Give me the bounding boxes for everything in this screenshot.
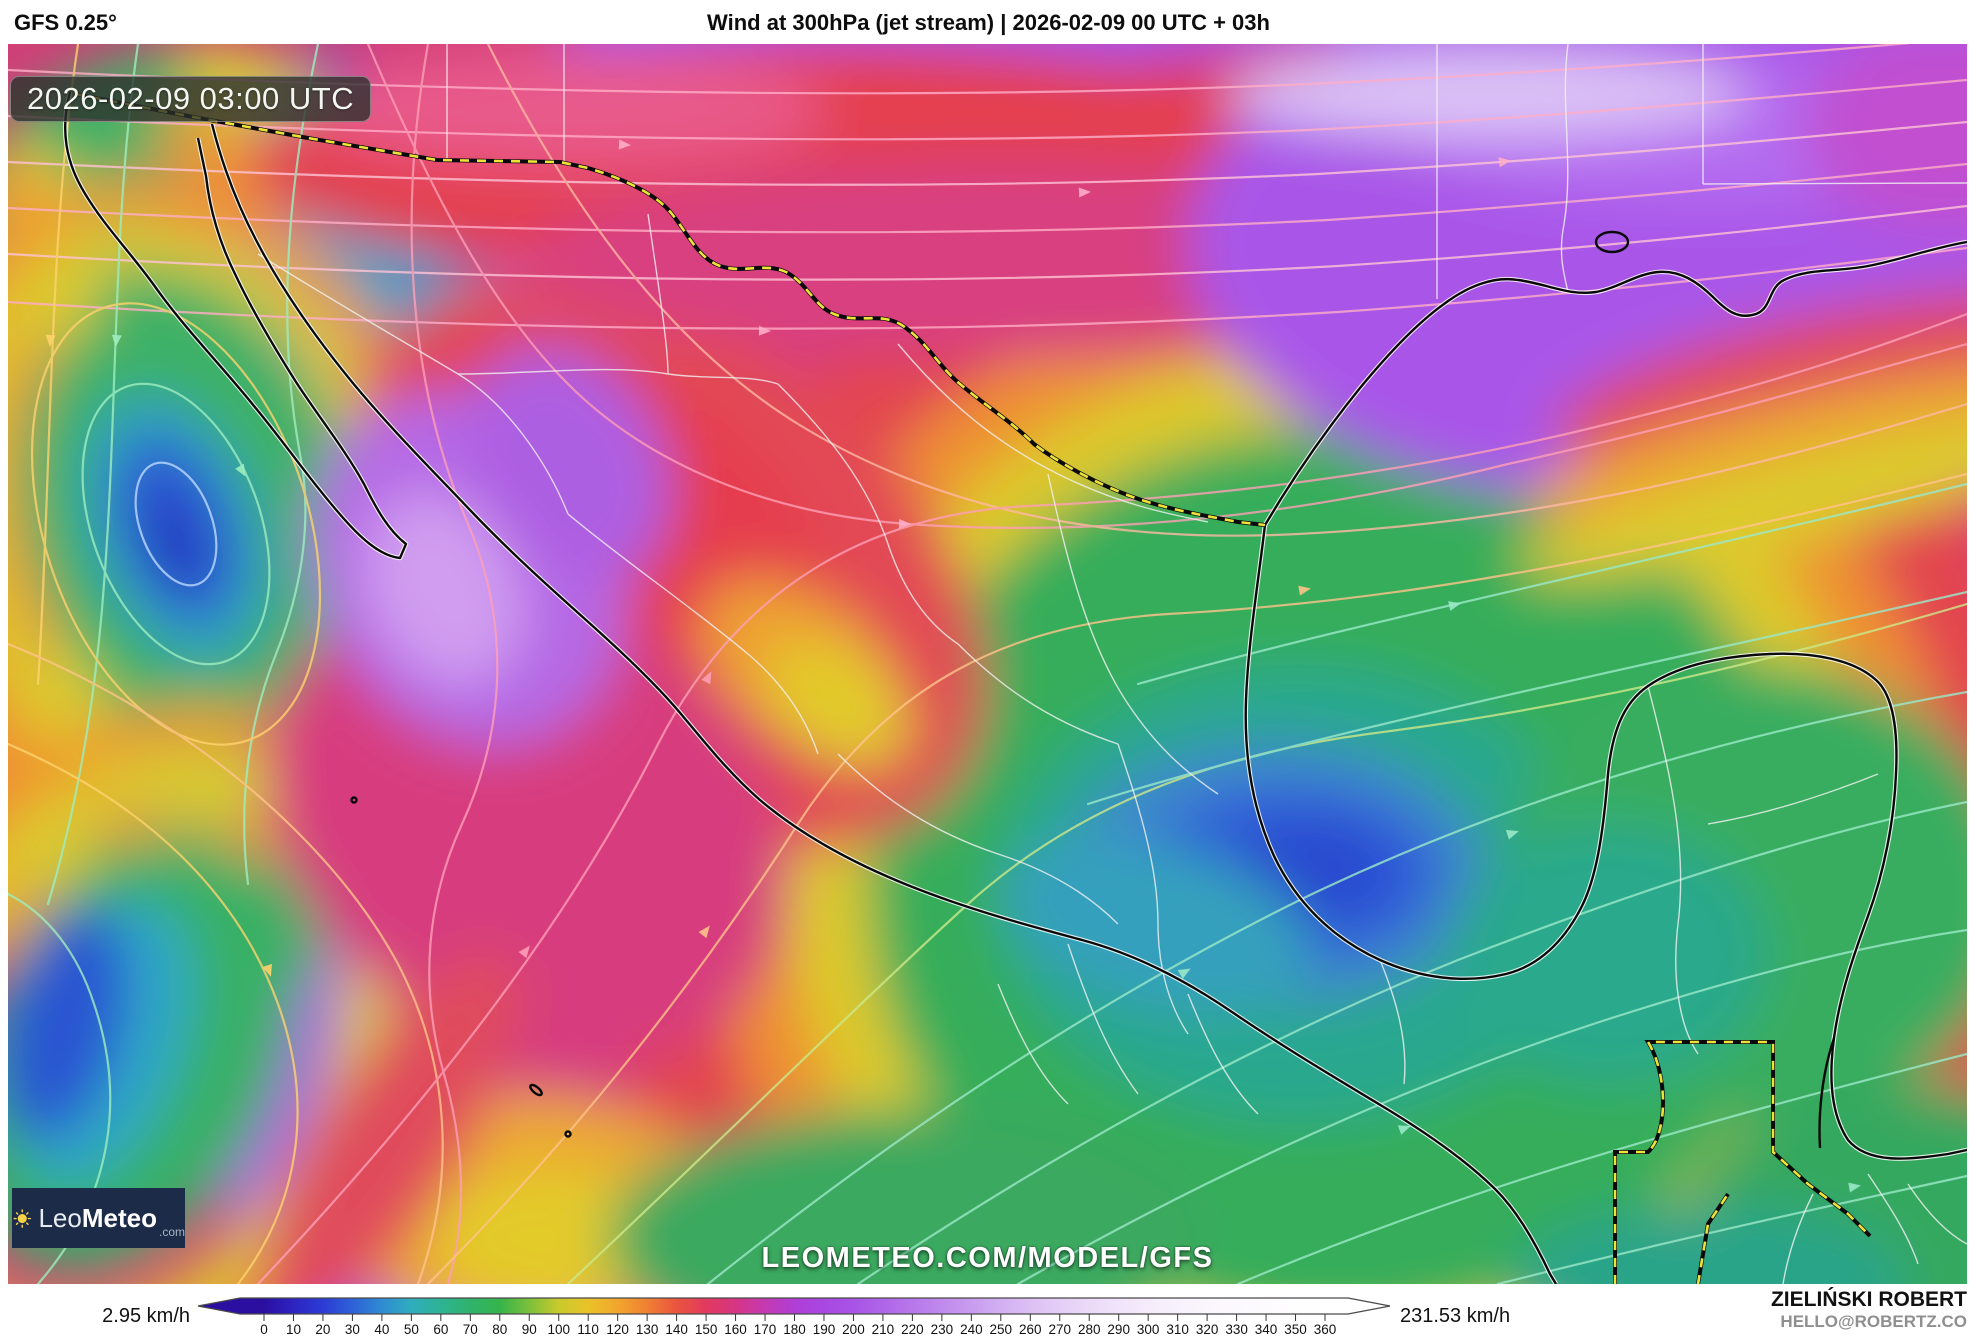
svg-text:70: 70 xyxy=(463,1322,478,1337)
svg-text:60: 60 xyxy=(433,1322,448,1337)
svg-text:110: 110 xyxy=(577,1322,599,1337)
coastlines xyxy=(62,91,1967,1284)
map-canvas[interactable]: 2026-02-09 03:00 UTC LeoMeteo .com LEO xyxy=(8,44,1967,1284)
timestamp-badge: 2026-02-09 03:00 UTC xyxy=(10,76,372,122)
svg-text:250: 250 xyxy=(990,1322,1013,1337)
credit-email: HELLO@ROBERTZ.CO xyxy=(1780,1312,1967,1332)
timestamp-text: 2026-02-09 03:00 UTC xyxy=(27,81,355,116)
logo-wordmark: LeoMeteo xyxy=(38,1203,157,1233)
svg-text:300: 300 xyxy=(1137,1322,1160,1337)
svg-text:190: 190 xyxy=(813,1322,836,1337)
svg-text:280: 280 xyxy=(1078,1322,1101,1337)
svg-text:220: 220 xyxy=(901,1322,924,1337)
page-title: Wind at 300hPa (jet stream) | 2026-02-09… xyxy=(707,10,1270,35)
colorbar-shape xyxy=(197,1297,1391,1315)
leometeo-logo: LeoMeteo .com xyxy=(12,1188,185,1248)
svg-text:200: 200 xyxy=(842,1322,865,1337)
svg-text:150: 150 xyxy=(695,1322,718,1337)
header-bar: GFS 0.25° Wind at 300hPa (jet stream) | … xyxy=(0,0,1977,44)
svg-text:240: 240 xyxy=(960,1322,983,1337)
credit-block: ZIELIŃSKI ROBERT HELLO@ROBERTZ.CO xyxy=(1771,1288,1967,1332)
streamlines xyxy=(8,44,1967,1284)
svg-text:160: 160 xyxy=(724,1322,747,1337)
svg-text:330: 330 xyxy=(1225,1322,1248,1337)
colorbar-ticks: 0 10 20 30 40 50 60 70 80 90 100 110 120 130 140 150 160… xyxy=(260,1314,1336,1337)
flow-arrows xyxy=(45,139,1861,1193)
sun-icon xyxy=(13,1209,31,1228)
model-resolution-label: GFS 0.25° xyxy=(14,10,117,35)
svg-text:180: 180 xyxy=(783,1322,806,1337)
svg-text:170: 170 xyxy=(754,1322,777,1337)
logo-suffix: .com xyxy=(158,1225,185,1239)
svg-text:290: 290 xyxy=(1107,1322,1130,1337)
watermark-url: LEOMETEO.COM/MODEL/GFS xyxy=(761,1242,1214,1274)
svg-text:350: 350 xyxy=(1284,1322,1307,1337)
max-speed-label: 231.53 km/h xyxy=(1400,1305,1510,1327)
legend-bar: 0 10 20 30 40 50 60 70 80 90 100 110 120 130 140 150 160… xyxy=(0,1284,1977,1338)
svg-text:310: 310 xyxy=(1166,1322,1189,1337)
svg-text:120: 120 xyxy=(606,1322,629,1337)
wind-speed-shading xyxy=(8,44,1967,1284)
min-speed-label: 2.95 km/h xyxy=(102,1305,190,1327)
svg-text:210: 210 xyxy=(872,1322,895,1337)
svg-text:20: 20 xyxy=(315,1322,330,1337)
svg-text:80: 80 xyxy=(492,1322,507,1337)
wind-field-rendering xyxy=(8,44,1967,1284)
svg-text:10: 10 xyxy=(286,1322,301,1337)
svg-text:230: 230 xyxy=(931,1322,954,1337)
svg-text:0: 0 xyxy=(260,1322,268,1337)
svg-text:140: 140 xyxy=(665,1322,688,1337)
svg-text:30: 30 xyxy=(345,1322,360,1337)
wind-speed-colorbar: 0 10 20 30 40 50 60 70 80 90 100 110 120 130 140 150 160… xyxy=(102,1297,1510,1337)
svg-text:270: 270 xyxy=(1048,1322,1071,1337)
svg-text:130: 130 xyxy=(636,1322,659,1337)
national-borders xyxy=(74,92,1872,1284)
svg-text:90: 90 xyxy=(522,1322,537,1337)
svg-text:40: 40 xyxy=(374,1322,389,1337)
svg-text:340: 340 xyxy=(1255,1322,1278,1337)
svg-text:260: 260 xyxy=(1019,1322,1042,1337)
state-borders xyxy=(257,44,1967,1284)
svg-text:320: 320 xyxy=(1196,1322,1219,1337)
svg-text:100: 100 xyxy=(547,1322,570,1337)
credit-name: ZIELIŃSKI ROBERT xyxy=(1770,1288,1967,1311)
svg-text:50: 50 xyxy=(404,1322,419,1337)
svg-text:360: 360 xyxy=(1314,1322,1337,1337)
